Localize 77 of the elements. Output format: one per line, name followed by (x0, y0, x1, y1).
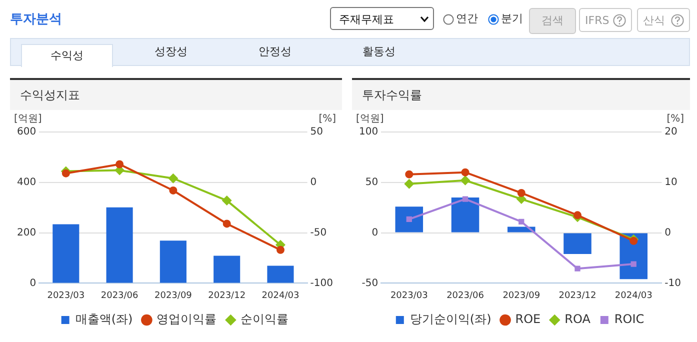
legend-label: 당기순이익(좌) (410, 312, 492, 326)
y-tick-label: -50 (362, 278, 378, 289)
y2-tick-label: 20 (664, 126, 678, 138)
y-tick-label: 400 (16, 176, 36, 188)
y2-tick-label: 50 (310, 126, 324, 138)
y-tick-label: 0 (372, 227, 378, 238)
y2-tick-label: 0 (664, 227, 672, 238)
bar (267, 266, 294, 283)
point (405, 170, 414, 178)
legend-label: 순이익률 (240, 312, 289, 326)
text: 분기 (501, 11, 523, 26)
bar (52, 224, 80, 283)
point (168, 173, 178, 184)
text: 연간 (456, 11, 478, 26)
text: 검색 (529, 8, 576, 34)
bar (214, 256, 240, 283)
y2-tick-label: 0 (310, 176, 317, 188)
legend-label: ROA (564, 312, 592, 326)
y-tick-label: 600 (16, 126, 36, 138)
point (518, 218, 524, 225)
legend-label: ROIC (614, 312, 644, 326)
point (517, 188, 526, 197)
y-tick-label: 50 (365, 176, 378, 188)
point (460, 175, 470, 186)
bar (451, 198, 480, 232)
point (116, 160, 124, 168)
point (461, 168, 470, 176)
x-tick-label: 2024/03 (262, 290, 300, 301)
point (406, 216, 412, 222)
text: 주재무제표 (330, 7, 434, 30)
y-tick-label: 200 (16, 227, 36, 238)
text: 투자분석 (10, 11, 62, 28)
x-tick-label: 2023/03 (47, 290, 85, 301)
x-tick-label: 2024/03 (614, 290, 652, 301)
text: 산식 (637, 8, 690, 32)
point (630, 236, 638, 245)
text: 수익성 (21, 44, 113, 67)
legend-label: 매출액(좌) (75, 312, 133, 326)
y2-axis-title: [%] (318, 114, 336, 125)
text: IFRS (579, 8, 632, 32)
legend-label: 영업이익률 (156, 312, 217, 326)
x-tick-label: 2023/09 (154, 290, 192, 301)
point (573, 211, 582, 220)
point (169, 186, 178, 194)
point (222, 196, 232, 206)
point (462, 196, 468, 202)
y-axis-title: [억원] (356, 114, 384, 125)
bar (160, 240, 186, 283)
y2-tick-label: -100 (310, 278, 334, 289)
x-tick-label: 2023/12 (208, 290, 246, 301)
x-tick-label: 2023/06 (100, 290, 139, 301)
chart-title: 수익성지표 (10, 80, 342, 110)
point (574, 266, 580, 272)
point (276, 246, 284, 254)
x-tick-label: 2023/06 (446, 290, 484, 301)
x-tick-label: 2023/03 (390, 290, 428, 301)
text: 활동성 (362, 44, 396, 60)
y-axis-title: [억원] (14, 114, 42, 125)
point (630, 261, 636, 267)
chart-title: 투자수익률 (352, 80, 690, 110)
text: 안정성 (258, 44, 292, 60)
bar (395, 206, 424, 232)
y-tick-label: 100 (358, 126, 378, 138)
bar (564, 233, 592, 254)
y2-tick-label: 10 (664, 176, 678, 188)
point (404, 178, 414, 189)
x-tick-label: 2023/12 (558, 290, 596, 301)
y-tick-label: 0 (30, 278, 36, 289)
bar (106, 207, 133, 283)
text: 성장성 (154, 44, 188, 60)
y2-axis-title: [%] (666, 114, 684, 125)
legend-label: ROE (515, 312, 541, 326)
y2-tick-label: -50 (310, 227, 327, 238)
point (62, 169, 70, 178)
y2-tick-label: -10 (664, 278, 682, 289)
point (222, 220, 231, 228)
x-tick-label: 2023/09 (502, 290, 540, 301)
